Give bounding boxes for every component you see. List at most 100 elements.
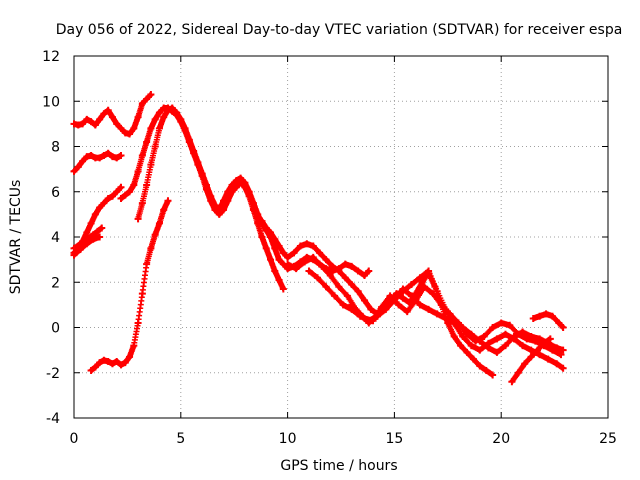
- data-point: [290, 249, 298, 257]
- data-point: [138, 100, 146, 108]
- series-markers: [71, 150, 124, 175]
- data-point: [335, 283, 343, 291]
- data-point: [151, 115, 159, 123]
- data-point: [339, 301, 347, 309]
- data-point: [76, 245, 84, 253]
- series-track-5: [70, 233, 104, 259]
- data-point: [117, 195, 125, 203]
- data-point: [138, 199, 146, 207]
- data-point: [390, 294, 398, 302]
- data-point: [224, 188, 232, 196]
- data-point: [211, 201, 219, 209]
- data-point: [83, 153, 91, 161]
- data-point: [482, 366, 490, 374]
- data-point: [87, 152, 95, 160]
- data-point: [395, 301, 403, 309]
- data-point: [476, 337, 484, 345]
- data-point: [493, 348, 501, 356]
- data-point: [271, 235, 279, 243]
- data-point: [510, 333, 518, 341]
- data-point: [134, 319, 142, 327]
- series-track-11: [305, 267, 567, 372]
- data-point: [87, 219, 95, 227]
- data-point: [442, 314, 450, 322]
- data-point: [100, 199, 108, 207]
- data-point: [309, 253, 317, 261]
- data-point: [536, 335, 544, 343]
- y-tick-label: 6: [51, 185, 60, 201]
- data-point: [147, 124, 155, 132]
- data-point: [108, 113, 116, 121]
- series-markers: [254, 213, 496, 378]
- data-point: [100, 110, 108, 118]
- data-point: [292, 265, 300, 273]
- data-point: [254, 213, 262, 221]
- data-point: [147, 90, 155, 98]
- data-point: [540, 339, 548, 347]
- data-point: [117, 124, 125, 132]
- data-point: [548, 312, 556, 320]
- data-point: [143, 95, 151, 103]
- data-point: [113, 357, 121, 365]
- data-point: [314, 274, 322, 282]
- data-point: [328, 262, 336, 270]
- data-point: [104, 357, 112, 365]
- data-point: [544, 355, 552, 363]
- data-point: [459, 333, 467, 341]
- data-point: [399, 285, 407, 293]
- series-track-2: [70, 149, 125, 175]
- data-point: [89, 235, 97, 243]
- data-point: [160, 113, 168, 121]
- data-point: [262, 244, 270, 252]
- data-point: [104, 149, 112, 157]
- data-point: [559, 346, 567, 354]
- data-point: [519, 328, 527, 336]
- data-point: [546, 335, 554, 343]
- data-point: [416, 274, 424, 282]
- data-point: [104, 195, 112, 203]
- data-point: [467, 330, 475, 338]
- data-point: [96, 204, 104, 212]
- y-tick-label: 0: [51, 321, 60, 337]
- y-tick-label: 2: [51, 275, 60, 291]
- data-point: [367, 305, 375, 313]
- data-point: [126, 130, 134, 138]
- data-point: [117, 183, 125, 191]
- data-point: [527, 346, 535, 354]
- data-point: [74, 121, 82, 129]
- x-tick-label: 0: [70, 431, 79, 447]
- data-point: [493, 335, 501, 343]
- data-point: [553, 344, 561, 352]
- series-track-13: [508, 335, 554, 386]
- data-point: [232, 183, 240, 191]
- data-point: [83, 240, 91, 248]
- data-point: [305, 267, 313, 275]
- data-point: [534, 346, 542, 354]
- data-point: [245, 188, 253, 196]
- data-point: [232, 176, 240, 184]
- series-track-9: [254, 213, 497, 379]
- data-point: [469, 355, 477, 363]
- data-point: [497, 319, 505, 327]
- data-point: [70, 167, 78, 175]
- y-tick-label: 4: [51, 230, 60, 246]
- y-tick-label: -4: [46, 411, 60, 427]
- data-point: [416, 301, 424, 309]
- data-point: [267, 256, 275, 264]
- y-tick-label: 10: [42, 94, 60, 110]
- data-point: [373, 312, 381, 320]
- data-point: [489, 371, 497, 379]
- series-track-12: [348, 285, 567, 356]
- data-point: [70, 251, 78, 259]
- data-point: [425, 305, 433, 313]
- y-tick-label: 8: [51, 140, 60, 156]
- data-point: [316, 249, 324, 257]
- data-point: [559, 324, 567, 331]
- data-point: [407, 292, 415, 300]
- data-point: [181, 124, 189, 132]
- data-point: [296, 242, 304, 250]
- series-markers: [306, 267, 567, 372]
- data-point: [100, 356, 108, 364]
- axes: 0 5 10 15 20 25 -4 -2 0 2 4 6 8 10 12: [42, 49, 617, 447]
- data-point: [386, 292, 394, 300]
